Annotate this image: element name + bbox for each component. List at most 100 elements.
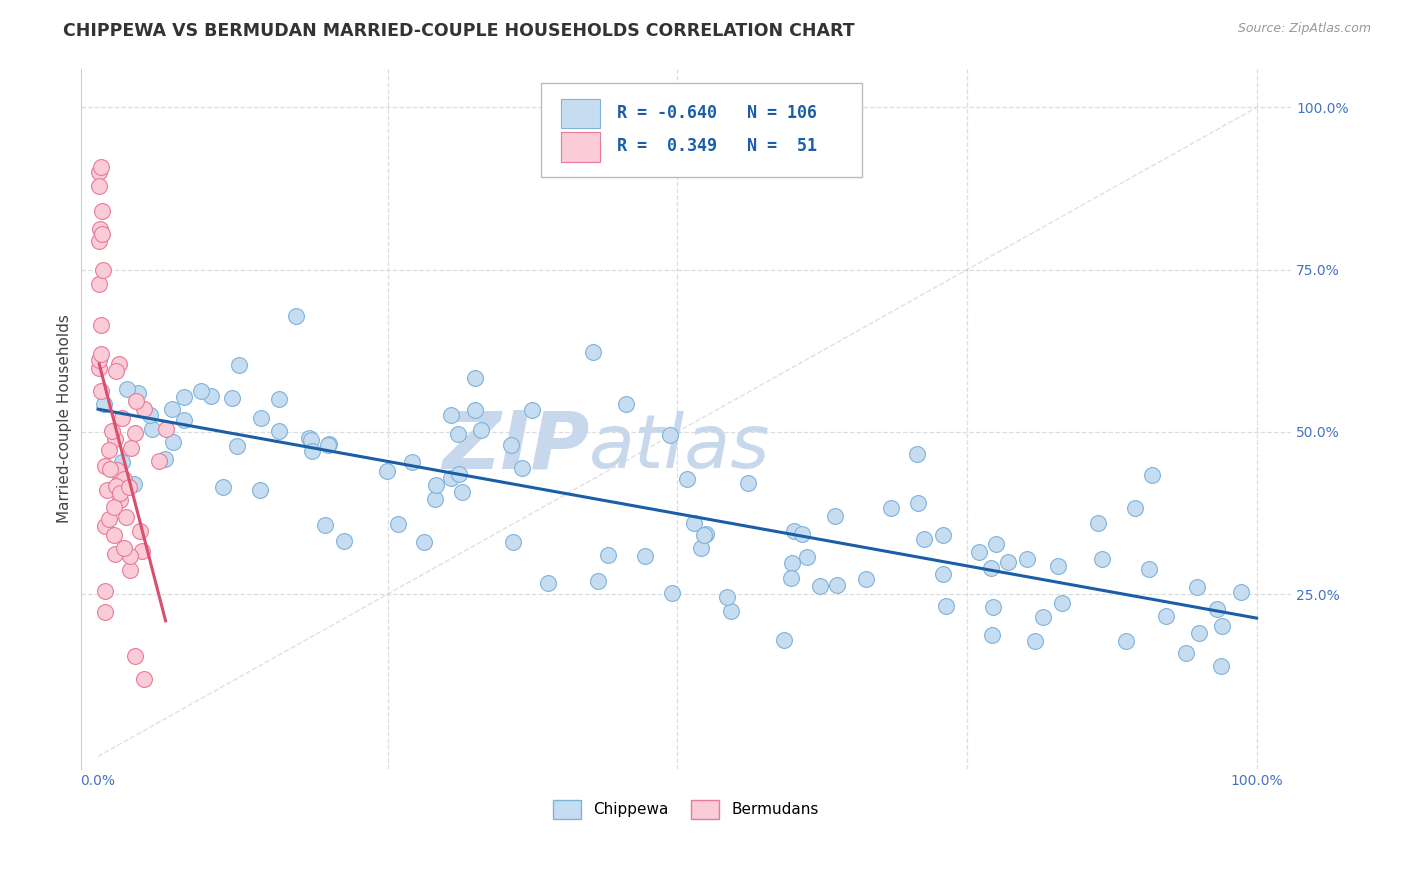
Point (104, 364, 127, 378)
Point (333, 533, 356, 548)
Point (676, 471, 699, 485)
Point (90, 384, 112, 398)
Point (375, 465, 398, 479)
Point (1188, 625, 1211, 640)
Point (318, 436, 340, 450)
Point (980, 628, 1002, 642)
Point (225, 439, 247, 453)
Point (616, 397, 638, 411)
Point (127, 386, 149, 401)
Point (120, 563, 142, 577)
Point (89, 234, 111, 248)
Point (1140, 468, 1163, 483)
Point (228, 359, 250, 373)
Point (779, 572, 801, 586)
Point (108, 474, 131, 488)
Point (301, 444, 323, 458)
Point (89, 361, 111, 376)
Point (200, 389, 222, 403)
Point (93, 397, 115, 411)
Point (89, 179, 111, 194)
Point (783, 524, 806, 538)
Point (155, 452, 177, 467)
Point (1087, 516, 1109, 530)
Point (128, 524, 150, 538)
Point (91, 262, 114, 277)
Point (780, 556, 803, 570)
Point (299, 434, 322, 448)
Point (94, 584, 117, 599)
Point (249, 483, 271, 498)
Point (425, 491, 447, 506)
Point (98, 512, 121, 526)
Legend: Chippewa, Bermudans: Chippewa, Bermudans (547, 794, 825, 825)
Point (1211, 619, 1233, 633)
Point (1175, 646, 1198, 660)
Point (125, 394, 148, 409)
Point (588, 574, 610, 588)
Point (90, 227, 112, 242)
Point (104, 479, 127, 493)
Point (117, 382, 139, 396)
Point (124, 648, 146, 663)
Point (1139, 562, 1161, 576)
Point (692, 528, 714, 542)
Point (267, 392, 290, 406)
Point (520, 403, 543, 417)
Point (91, 204, 114, 219)
Bar (561, 132, 600, 161)
Point (980, 561, 1002, 575)
Point (298, 431, 321, 445)
Point (103, 500, 125, 514)
Point (790, 526, 813, 541)
Point (103, 528, 125, 542)
Point (110, 411, 132, 425)
Point (96, 483, 118, 497)
Point (190, 384, 212, 399)
Point (111, 455, 134, 469)
Point (501, 438, 523, 452)
Point (160, 401, 183, 416)
Point (464, 403, 486, 417)
Point (449, 467, 471, 481)
Point (855, 572, 877, 586)
Point (110, 485, 132, 500)
Point (212, 480, 235, 494)
Point (114, 541, 136, 556)
Point (439, 471, 461, 485)
Point (120, 549, 142, 563)
Point (112, 472, 135, 486)
Point (808, 578, 831, 592)
Point (89, 221, 111, 235)
Point (132, 672, 155, 686)
Point (582, 345, 605, 359)
Point (284, 310, 307, 324)
Point (1047, 558, 1070, 573)
Point (1230, 585, 1253, 599)
Point (796, 549, 818, 564)
Point (981, 599, 1004, 614)
Point (695, 527, 717, 541)
Point (316, 438, 339, 452)
Point (997, 555, 1019, 569)
Point (314, 518, 336, 533)
Point (101, 424, 124, 438)
Point (104, 547, 127, 561)
Point (141, 422, 163, 436)
Point (267, 424, 290, 438)
Point (1024, 633, 1046, 648)
Point (173, 412, 195, 426)
Point (124, 477, 146, 491)
Point (148, 454, 170, 468)
Point (401, 454, 423, 468)
Point (984, 537, 1007, 551)
Point (907, 496, 929, 510)
Text: R = -0.640   N = 106: R = -0.640 N = 106 (617, 103, 817, 121)
Point (94, 518, 117, 533)
Point (89, 277, 111, 291)
Point (124, 425, 146, 440)
Point (969, 545, 991, 559)
Point (1115, 633, 1137, 648)
Point (1090, 552, 1112, 566)
Point (425, 477, 447, 491)
